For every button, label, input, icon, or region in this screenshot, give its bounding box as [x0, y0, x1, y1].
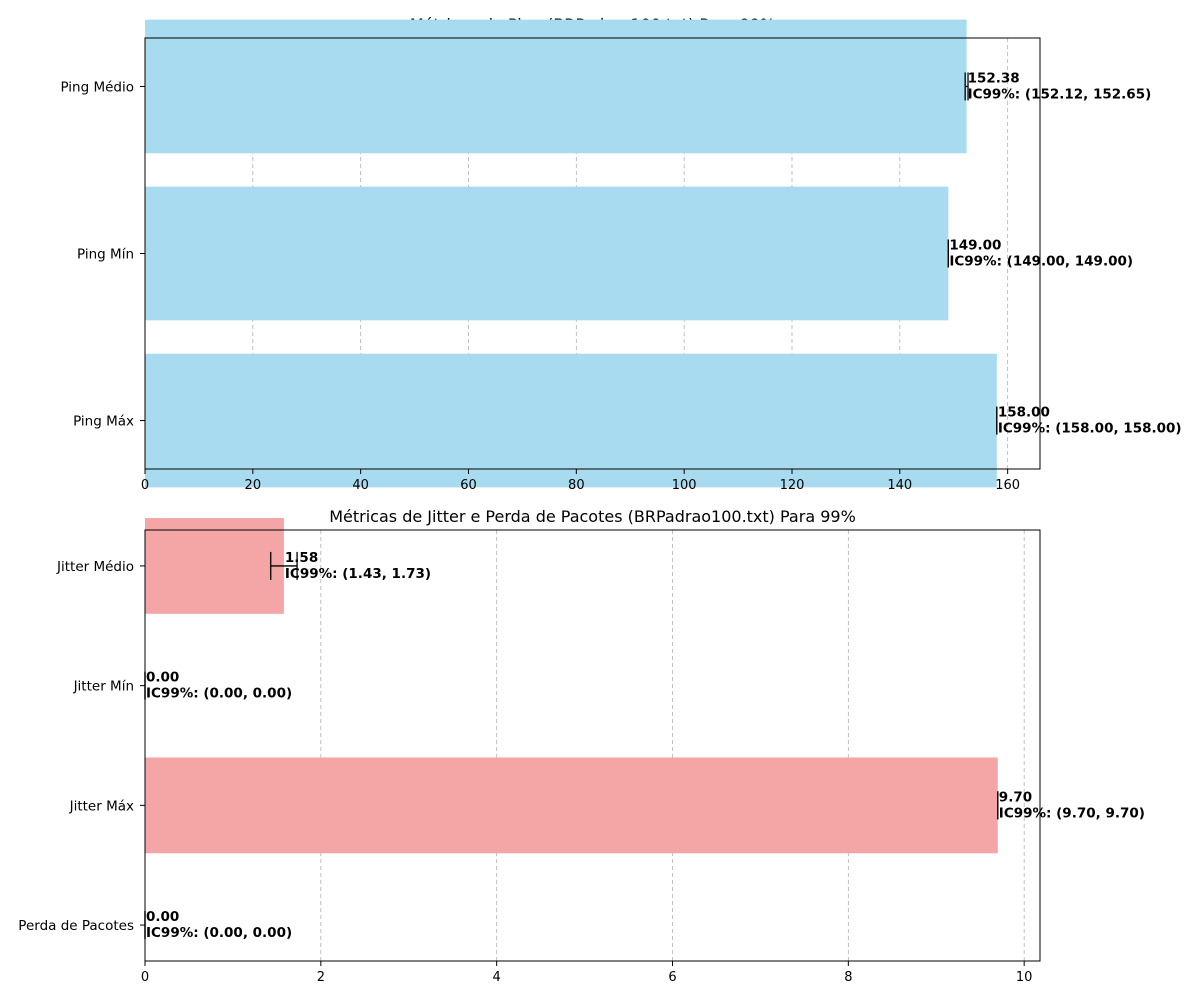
ci-label: IC99%: (0.00, 0.00): [146, 925, 292, 941]
category-label: Ping Médio: [60, 79, 134, 95]
category-label: Ping Máx: [73, 414, 134, 430]
category-label: Jitter Médio: [56, 559, 134, 575]
ci-label: IC99%: (152.12, 152.65): [968, 86, 1152, 102]
bar: [145, 353, 997, 488]
x-tick-label: 40: [352, 478, 369, 493]
x-tick-label: 10: [1016, 970, 1033, 985]
x-tick-label: 60: [460, 478, 477, 493]
x-tick-label: 140: [887, 478, 912, 493]
x-tick-label: 8: [844, 970, 852, 985]
x-tick-label: 6: [668, 970, 676, 985]
ci-label: IC99%: (158.00, 158.00): [998, 421, 1182, 437]
x-tick-label: 4: [493, 970, 501, 985]
ci-label: IC99%: (9.70, 9.70): [999, 805, 1145, 821]
value-label: 9.70: [999, 789, 1032, 805]
value-label: 1.58: [285, 550, 318, 566]
category-label: Perda de Pacotes: [18, 918, 134, 934]
bar: [145, 186, 949, 321]
category-label: Ping Mín: [77, 247, 134, 263]
x-tick-label: 80: [568, 478, 585, 493]
ci-label: IC99%: (0.00, 0.00): [146, 686, 292, 702]
x-tick-label: 160: [995, 478, 1020, 493]
value-label: 149.00: [949, 238, 1001, 254]
bar: [145, 518, 284, 614]
ci-label: IC99%: (149.00, 149.00): [949, 254, 1133, 270]
bar: [145, 19, 967, 154]
x-tick-label: 0: [141, 478, 149, 493]
ci-label: IC99%: (1.43, 1.73): [285, 566, 431, 582]
x-tick-label: 0: [141, 970, 149, 985]
x-tick-label: 120: [780, 478, 805, 493]
x-tick-label: 20: [245, 478, 262, 493]
value-label: 0.00: [146, 670, 179, 686]
value-label: 152.38: [968, 70, 1020, 86]
x-tick-label: 2: [317, 970, 325, 985]
bar: [145, 757, 998, 854]
category-label: Jitter Máx: [69, 798, 134, 814]
x-tick-label: 100: [672, 478, 697, 493]
value-label: 158.00: [998, 405, 1050, 421]
chart-title: Métricas de Jitter e Perda de Pacotes (B…: [329, 507, 856, 526]
value-label: 0.00: [146, 909, 179, 925]
plot-frame: [144, 529, 1041, 962]
category-label: Jitter Mín: [73, 679, 134, 695]
